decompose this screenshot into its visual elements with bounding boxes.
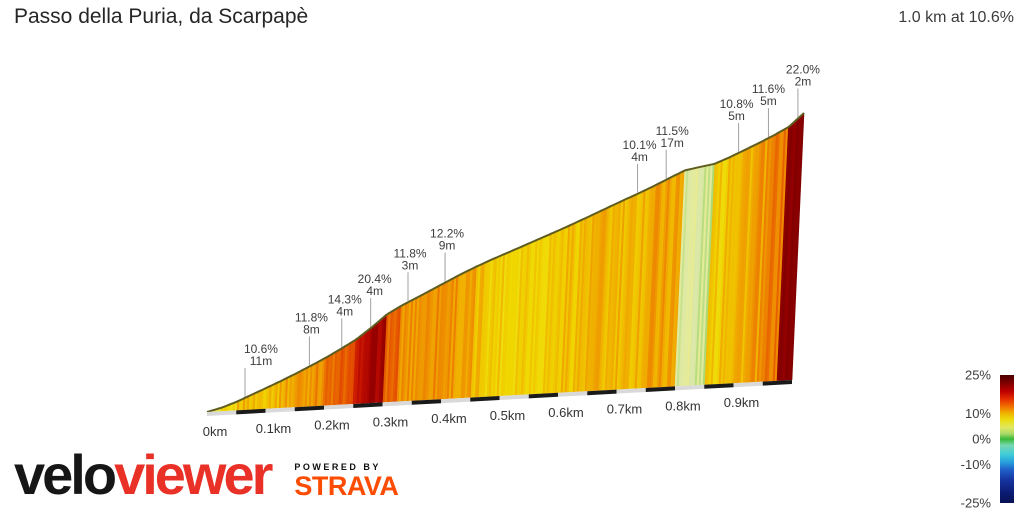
strava-logo: STRAVA — [294, 471, 399, 501]
annotation-grade: 10.8% — [720, 97, 754, 111]
climb-summary: 1.0 km at 10.6% — [898, 9, 1014, 26]
annotation-grade: 22.0% — [786, 63, 820, 77]
legend-color-bar — [1000, 375, 1014, 503]
legend-tick-label: 10% — [965, 406, 991, 421]
legend-tick-label: -10% — [961, 457, 992, 472]
distance-scale-bar — [207, 380, 792, 416]
x-axis-labels: 0km 0.1km 0.2km 0.3km 0.4km 0.5km 0.6km 0.7km 0.… — [203, 395, 759, 439]
veloviewer-wordmark: veloviewer — [14, 447, 273, 503]
annotation-grade: 10.6% — [244, 342, 278, 356]
legend-tick-label: 25% — [965, 368, 991, 383]
legend-tick-label: -25% — [961, 496, 992, 511]
x-axis-label: 0.5km — [490, 408, 525, 423]
annotation-grade: 11.8% — [393, 246, 426, 260]
annotation-grade: 11.8% — [295, 310, 328, 324]
x-axis-label: 0.8km — [665, 398, 700, 413]
legend-tick-label: 0% — [972, 432, 991, 447]
annotation-length: 3m — [402, 258, 419, 272]
annotation-length: 4m — [631, 150, 648, 164]
annotation-length: 5m — [728, 109, 745, 123]
annotation-grade: 10.1% — [623, 138, 657, 152]
annotation-grade: 12.2% — [430, 227, 464, 241]
page-title: Passo della Puria, da Scarpapè — [14, 5, 309, 28]
x-axis-label: 0.4km — [431, 411, 466, 426]
x-axis-label: 0.2km — [314, 418, 349, 433]
x-axis-label: 0.3km — [373, 414, 408, 429]
annotation-grade: 14.3% — [328, 292, 362, 306]
annotation-grade: 11.5% — [656, 124, 689, 138]
annotation-length: 5m — [760, 94, 777, 108]
annotation-length: 2m — [795, 75, 812, 89]
logo-velo: velo — [14, 443, 117, 506]
annotation-grade: 20.4% — [358, 272, 392, 286]
annotation-length: 4m — [366, 284, 383, 298]
profile-outline — [206, 112, 805, 413]
gradient-legend: 25% 10% 0% -10% -25% — [961, 368, 1014, 511]
annotation-length: 11m — [250, 354, 272, 368]
x-axis-label: 0.9km — [724, 395, 759, 410]
annotation-length: 8m — [303, 322, 320, 336]
annotation-length: 4m — [336, 304, 353, 318]
x-axis-label: 0km — [203, 424, 228, 439]
powered-by-strava: POWERED BY STRAVA — [294, 462, 399, 501]
annotation-length: 17m — [661, 136, 684, 150]
veloviewer-logo: veloviewer POWERED BY STRAVA — [14, 447, 399, 503]
x-axis-label: 0.7km — [607, 402, 642, 417]
powered-by-label: POWERED BY — [294, 462, 381, 472]
x-axis-label: 0.1km — [256, 421, 291, 436]
annotation-grade: 11.6% — [752, 82, 785, 96]
gradient-annotations: 10.6%11m11.8%8m14.3%4m20.4%4m11.8%3m12.2… — [244, 63, 820, 397]
annotation-length: 9m — [439, 239, 456, 253]
logo-viewer: viewer — [114, 443, 273, 506]
x-axis-label: 0.6km — [548, 405, 583, 420]
gradient-stripes — [206, 113, 805, 412]
